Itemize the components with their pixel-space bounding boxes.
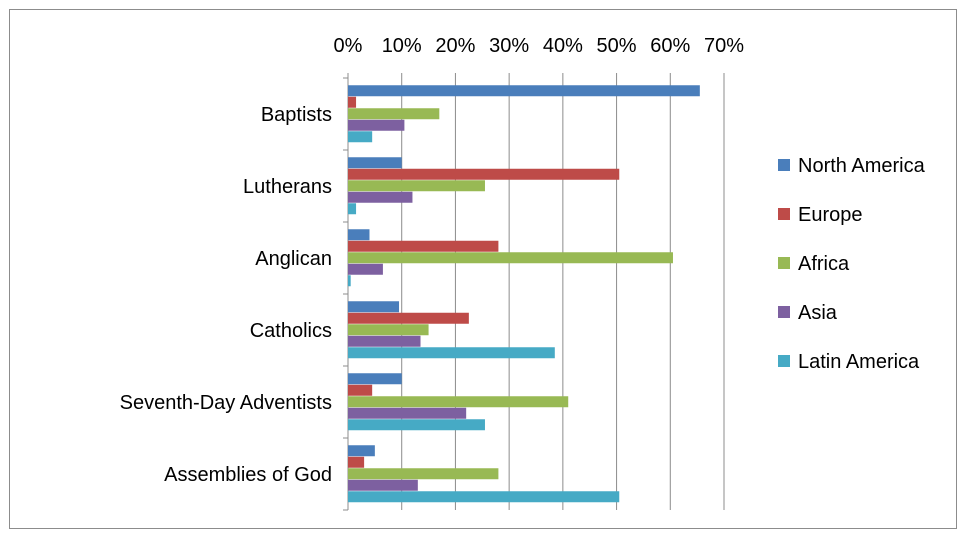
bar [348,96,357,108]
bar [348,384,373,396]
x-axis-tick-labels: 0% 10% 20% 30% 40% 50% 60% 70% [334,35,745,57]
y-axis-category-labels: Baptists Lutherans Anglican Catholics Sevent… [120,104,332,486]
legend-swatch [778,159,790,171]
bar [348,479,418,491]
x-tick-label: 60% [650,35,690,57]
bar [348,263,383,275]
bar [348,456,365,468]
bar [348,168,620,180]
category-label: Seventh-Day Adventists [120,392,332,414]
x-tick-label: 20% [435,35,475,57]
gridlines [401,78,725,510]
bar [348,347,555,359]
bar [348,108,440,120]
bar [348,335,421,347]
chart-frame: 0% 10% 20% 30% 40% 50% 60% 70% Baptists Lutheran… [9,9,957,529]
x-tick-label: 50% [597,35,637,57]
x-tick-label: 10% [382,35,422,57]
x-tick-label: 30% [489,35,529,57]
bar [348,301,400,313]
legend-swatch [778,257,790,269]
category-label: Assemblies of God [164,464,332,486]
bar [348,445,375,457]
bar [348,407,467,419]
bar [348,396,569,408]
bar [348,85,700,97]
bar [348,373,402,385]
bar-chart: 0% 10% 20% 30% 40% 50% 60% 70% Baptists Lutheran… [120,35,926,511]
bar [348,203,357,215]
bar [348,131,373,143]
x-tick-label: 0% [334,35,363,57]
axis-lines [343,73,725,511]
legend-label: North America [798,155,926,177]
bar [348,468,499,480]
bar [348,419,485,431]
x-tick-label: 40% [543,35,583,57]
bar [348,157,402,169]
bar [348,119,405,131]
bar [348,240,499,252]
legend-label: Europe [798,204,863,226]
bar [348,229,370,241]
category-label: Catholics [250,320,332,342]
legend-swatch [778,355,790,367]
bar [348,491,620,503]
legend-label: Latin America [798,351,920,373]
legend-swatch [778,208,790,220]
category-label: Lutherans [243,176,332,198]
x-tick-label: 70% [704,35,744,57]
bars [348,85,700,503]
bar [348,275,351,287]
bar [348,180,485,192]
category-label: Anglican [255,248,332,270]
bar [348,312,469,324]
bar [348,324,429,336]
legend-label: Africa [798,253,850,275]
legend-label: Asia [798,302,838,324]
bar [348,252,673,264]
legend-swatch [778,306,790,318]
category-label: Baptists [261,104,332,126]
legend: North America Europe Africa Asia Latin Ameri… [778,155,926,373]
bar [348,191,413,203]
